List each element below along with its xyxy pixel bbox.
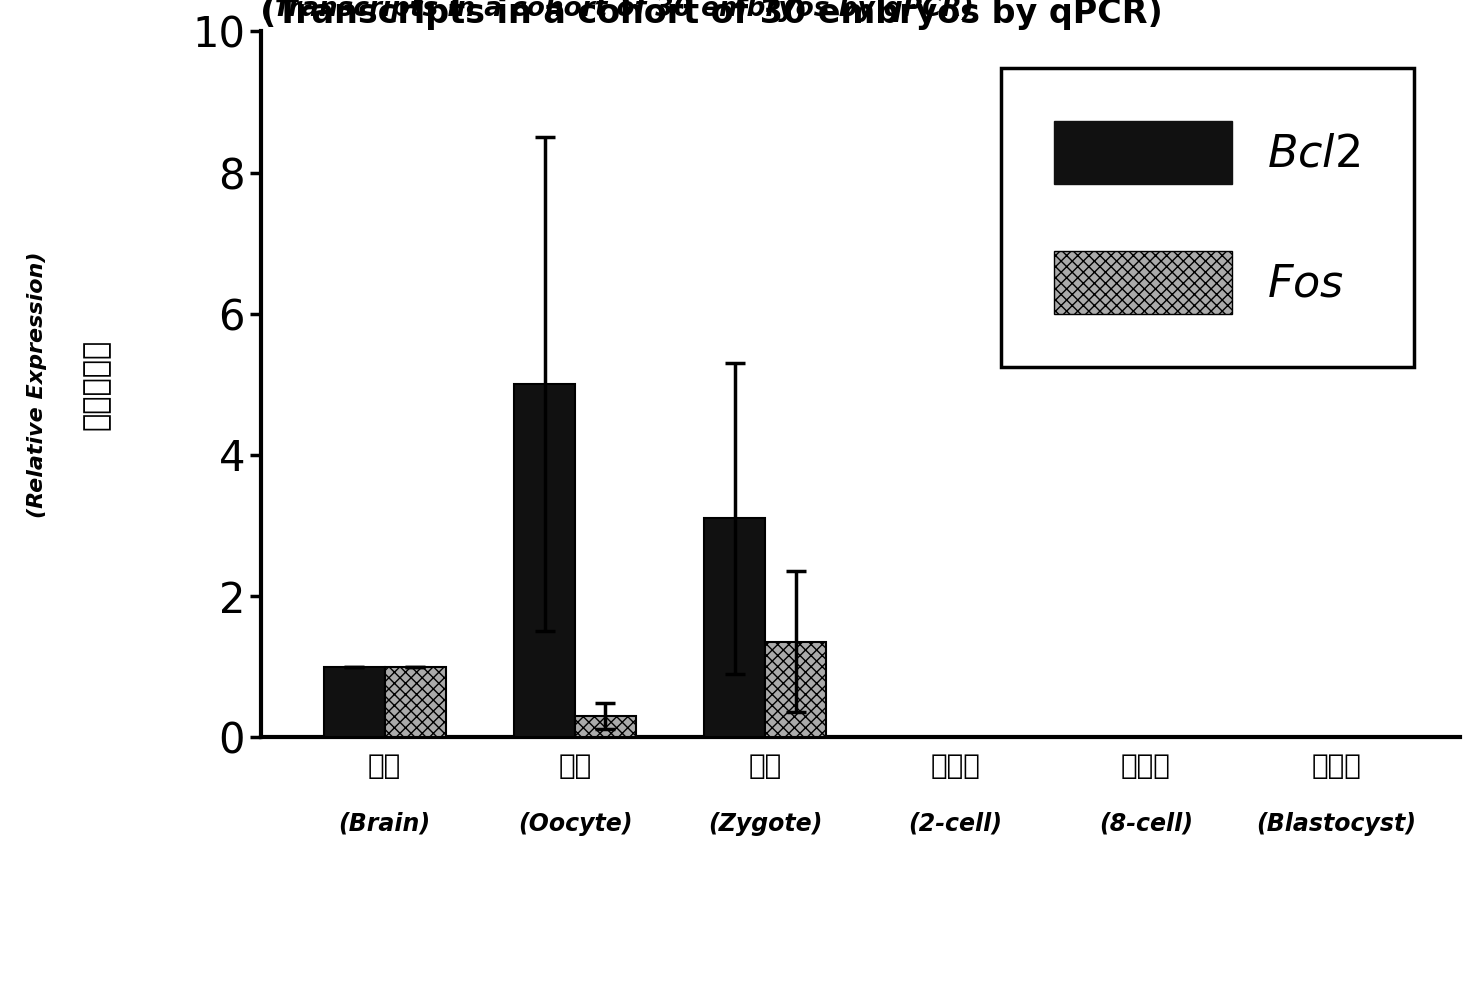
Text: (2-cell): (2-cell) [909, 812, 1003, 835]
Text: 囊胚期: 囊胚期 [1311, 752, 1361, 780]
Text: (Relative Expression): (Relative Expression) [27, 251, 47, 517]
Bar [766, 642, 826, 737]
Text: 相对表达量: 相对表达量 [81, 339, 111, 430]
Bar [705, 518, 766, 737]
Text: 大脑: 大脑 [369, 752, 401, 780]
Bar [515, 384, 575, 737]
Text: (Blastocyst): (Blastocyst) [1257, 812, 1416, 835]
Text: (Transcripts in a cohort of 30 embryos by qPCR): (Transcripts in a cohort of 30 embryos b… [261, 0, 974, 22]
Text: (Oocyte): (Oocyte) [518, 812, 633, 835]
Bar [385, 667, 445, 737]
Legend: $\mathbf{\mathit{Bcl2}}$, $\mathbf{\mathit{Fos}}$: $\mathbf{\mathit{Bcl2}}$, $\mathbf{\math… [1000, 68, 1415, 367]
Bar [324, 667, 385, 737]
Text: 八细胞: 八细胞 [1121, 752, 1171, 780]
Text: 30个卵子和30个胚胎RNA池中的转录子的表达
(Transcripts in a cohort of 30 embryos by qPCR): 30个卵子和30个胚胎RNA池中的转录子的表达 (Transcripts in … [261, 0, 1162, 30]
Bar [575, 716, 636, 737]
Text: 卵子: 卵子 [559, 752, 591, 780]
Text: (Brain): (Brain) [339, 812, 431, 835]
Text: (8-cell): (8-cell) [1099, 812, 1193, 835]
Text: 二细胞: 二细胞 [931, 752, 981, 780]
Text: (Zygote): (Zygote) [708, 812, 823, 835]
Text: 合子: 合子 [749, 752, 782, 780]
